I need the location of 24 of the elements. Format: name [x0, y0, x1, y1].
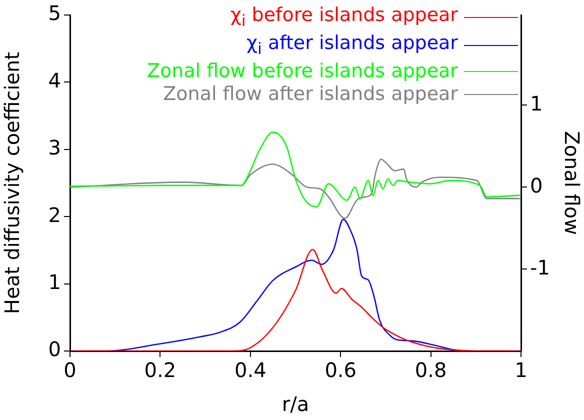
y-tick-label: 1 [48, 270, 61, 294]
legend-label: χ$_{i}$ after islands appear [246, 32, 458, 60]
y-tick-label: 2 [48, 202, 61, 227]
y-tick-label: 3 [48, 136, 61, 160]
legend-label: Zonal flow before islands appear [146, 60, 458, 83]
y2-tick-label: -1 [530, 255, 550, 280]
y2-axis-title: Zonal flow [560, 131, 584, 235]
y2-tick-label: 0 [530, 173, 543, 198]
legend-label: χ$_{i}$ before islands appear [230, 4, 458, 32]
x-tick-label: 0 [64, 358, 76, 382]
y-axis-title: Heat diffusivity coefficient [0, 52, 24, 314]
x-axis-title: r/a [282, 392, 310, 416]
line-series [70, 158, 521, 219]
x-tick-label: 0.6 [324, 358, 357, 382]
legend-label: Zonal flow after islands appear [163, 82, 458, 106]
y-tick-label: 4 [48, 68, 61, 92]
y2-tick-label: 1 [530, 91, 543, 116]
x-tick-label: 0.4 [234, 358, 266, 382]
x-tick-label: 1 [514, 358, 528, 382]
line-series [70, 132, 521, 208]
y-tick-label: 0 [48, 337, 61, 362]
y-tick-label: 5 [48, 1, 61, 26]
x-tick-label: 0.2 [144, 358, 176, 382]
x-tick-label: 0.8 [414, 358, 447, 382]
